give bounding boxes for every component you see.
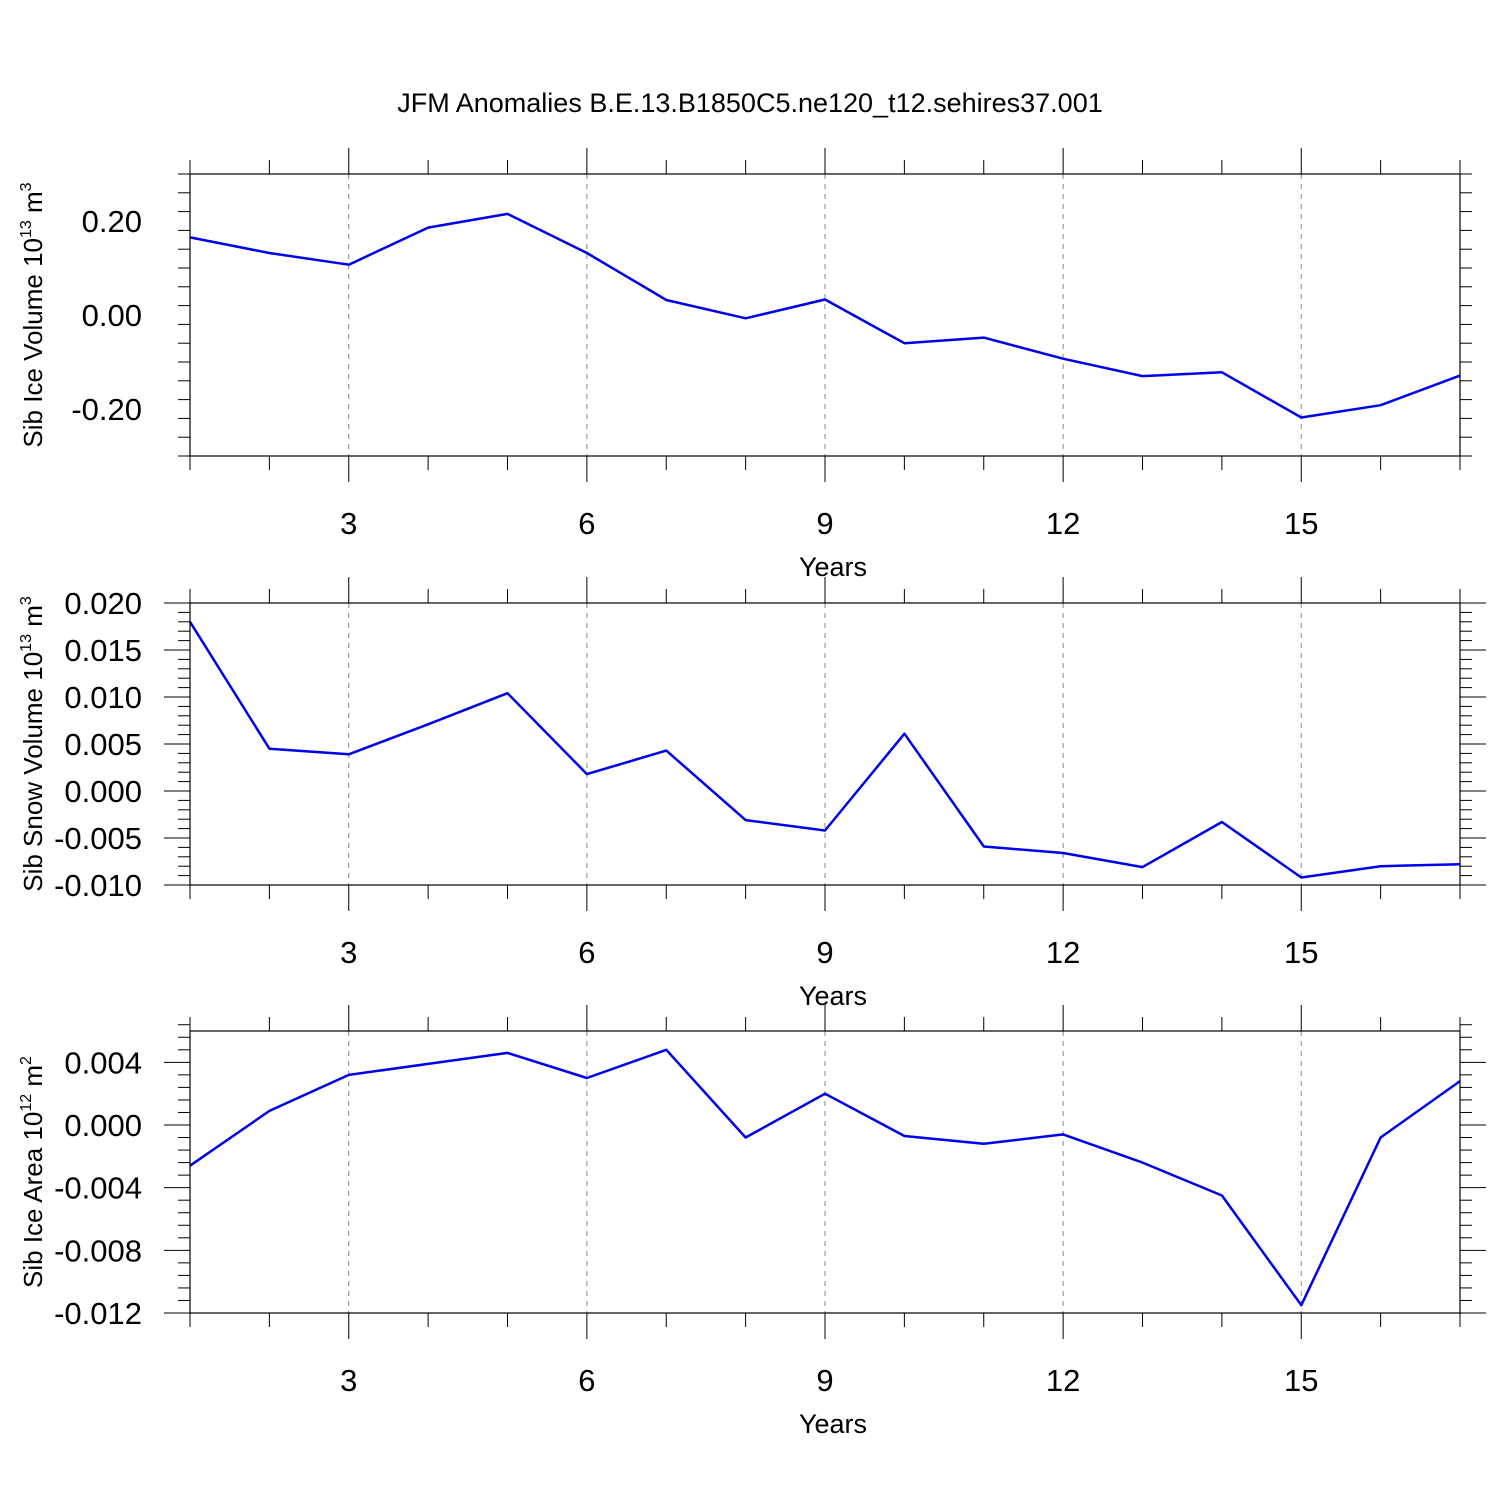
- x-tick-label: 15: [1284, 935, 1318, 970]
- plot-frame: [189, 1030, 1461, 1314]
- x-tick-label: 15: [1284, 1363, 1318, 1398]
- panel-ice-area: -0.012 -0.008 -0.004 0.000 0.004 3 6 9 12 15 Years…: [18, 1005, 1486, 1439]
- x-tick-label: 6: [578, 1363, 595, 1398]
- y-axis-label: Sib Ice Area 1012 m2: [18, 1056, 48, 1288]
- y-axis-label: Sib Snow Volume 1013 m3: [18, 596, 48, 892]
- y-tick-label: 0.020: [64, 586, 142, 621]
- x-tick-label: 12: [1046, 506, 1080, 541]
- y-tick-label: 0.000: [64, 1108, 142, 1143]
- y-tick-label: -0.005: [54, 821, 142, 856]
- y-tick-label: -0.012: [54, 1296, 142, 1331]
- x-tick-label: 3: [340, 935, 357, 970]
- x-tick-label: 9: [816, 506, 833, 541]
- y-tick-label: -0.008: [54, 1233, 142, 1268]
- series-line: [189, 1048, 1461, 1307]
- x-tick-label: 12: [1046, 1363, 1080, 1398]
- y-tick-label: 0.000: [64, 774, 142, 809]
- series-line: [189, 212, 1461, 419]
- x-tick-label: 9: [816, 1363, 833, 1398]
- y-tick-label: 0.010: [64, 680, 142, 715]
- y-tick-label: 0.015: [64, 633, 142, 668]
- x-axis-label: Years: [799, 1409, 867, 1439]
- x-tick-label: 12: [1046, 935, 1080, 970]
- plot-frame: [189, 173, 1461, 457]
- y-axis-label: Sib Ice Volume 1013 m3: [18, 182, 48, 447]
- plot-frame: [189, 602, 1461, 886]
- y-tick-label: 0.20: [82, 204, 142, 239]
- y-tick-label: -0.20: [71, 392, 142, 427]
- x-tick-label: 6: [578, 506, 595, 541]
- y-tick-label: 0.005: [64, 727, 142, 762]
- panel-ice-volume: -0.20 0.00 0.20 3 6 9 12 15 Years Sib Ice Volume …: [18, 148, 1472, 582]
- chart-title: JFM Anomalies B.E.13.B1850C5.ne120_t12.s…: [397, 88, 1102, 118]
- x-tick-label: 6: [578, 935, 595, 970]
- y-tick-label: 0.00: [82, 298, 142, 333]
- x-axis-label: Years: [799, 552, 867, 582]
- y-tick-label: -0.010: [54, 868, 142, 903]
- x-axis-label: Years: [799, 981, 867, 1011]
- panel-snow-volume: -0.010 -0.005 0.000 0.005 0.010 0.015 0.020 3 6 9…: [18, 577, 1486, 1011]
- series-line: [188, 621, 1461, 879]
- x-tick-label: 9: [816, 935, 833, 970]
- y-tick-label: 0.004: [64, 1045, 142, 1080]
- x-tick-label: 3: [340, 506, 357, 541]
- x-tick-label: 3: [340, 1363, 357, 1398]
- y-tick-label: -0.004: [54, 1171, 142, 1206]
- x-tick-label: 15: [1284, 506, 1318, 541]
